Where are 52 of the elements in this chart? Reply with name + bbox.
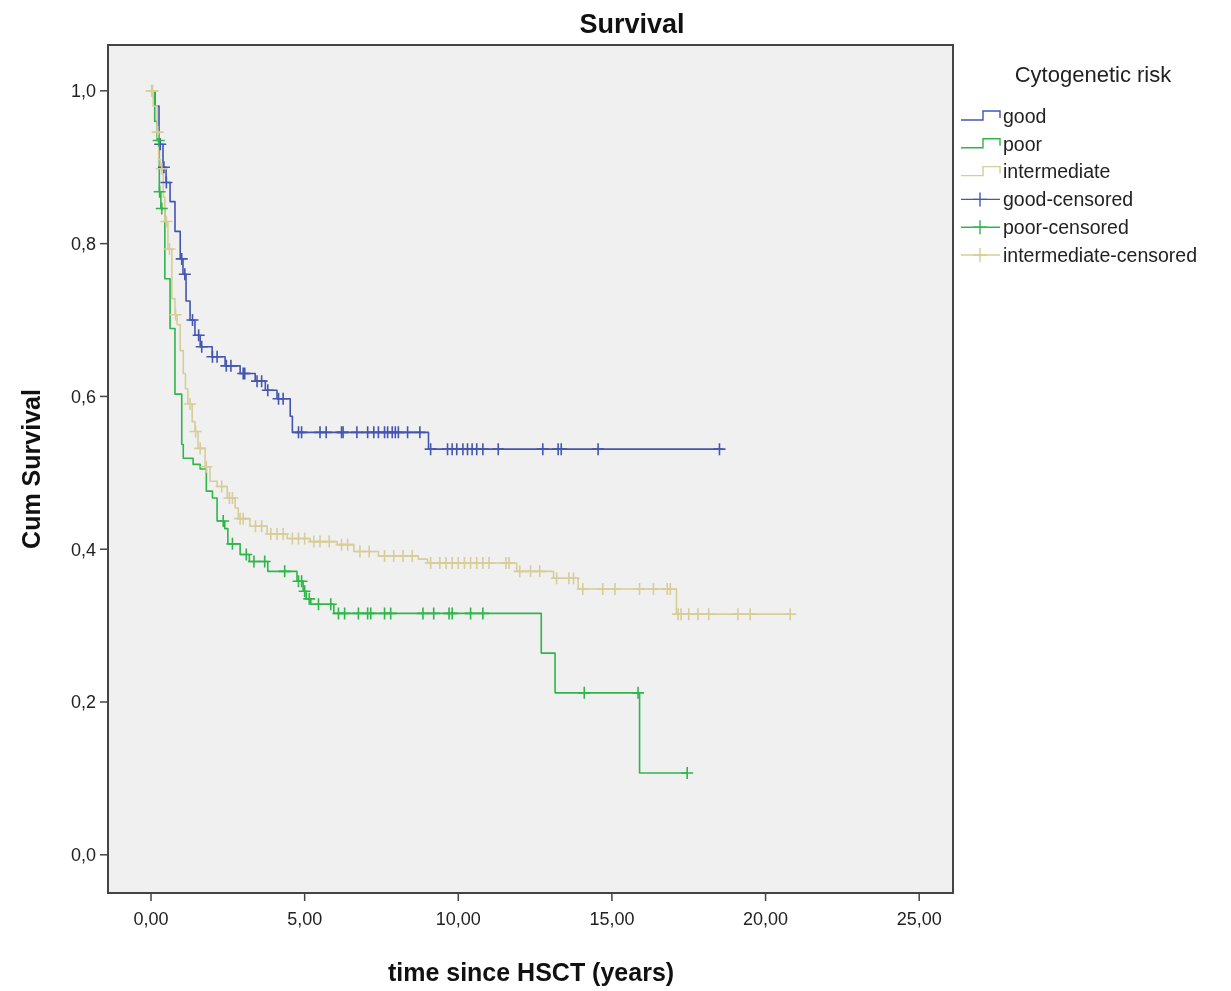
x-tick-label: 10,00 [435, 909, 481, 929]
x-tick-label: 20,00 [743, 909, 789, 929]
point [185, 313, 200, 327]
point [153, 137, 168, 152]
point [383, 606, 398, 621]
point [400, 425, 415, 440]
point [225, 537, 240, 551]
point [350, 425, 364, 440]
point [191, 328, 206, 343]
y-tick-label: 0,4 [70, 539, 96, 560]
legend-label: poor [1003, 132, 1043, 155]
point [174, 252, 189, 266]
point [426, 606, 441, 621]
point [413, 425, 427, 440]
point [680, 766, 695, 780]
legend-label: good [1003, 104, 1047, 127]
point [152, 184, 167, 199]
y-tick-label: 0,6 [70, 386, 96, 407]
point [712, 442, 727, 456]
x-tick-label: 15,00 [589, 909, 635, 929]
point [277, 564, 292, 579]
x-tick-label: 0,00 [133, 909, 169, 929]
point [577, 686, 592, 700]
point [463, 606, 478, 621]
point [319, 425, 333, 440]
x-axis-title: time since HSCT (years) [387, 958, 675, 986]
point [178, 267, 192, 281]
y-tick-label: 0,2 [70, 692, 96, 713]
point [159, 175, 174, 190]
point [476, 606, 490, 621]
point [151, 133, 166, 148]
y-axis-title: Cum Survival [17, 389, 45, 549]
point [423, 442, 438, 456]
x-tick-label: 25,00 [896, 909, 942, 929]
legend-title: Cytogenetic risk [1014, 62, 1173, 87]
legend-label: good-censored [1003, 188, 1134, 211]
y-tick-label: 0,0 [70, 845, 96, 866]
y-tick-label: 1,0 [70, 81, 96, 102]
legend-label: intermediate-censored [1003, 243, 1198, 266]
point [194, 339, 209, 354]
legend-label: poor-censored [1003, 216, 1129, 239]
point [491, 442, 506, 456]
point [416, 606, 430, 621]
legend-label: intermediate [1003, 160, 1111, 183]
point [154, 201, 169, 216]
y-tick-label: 0,8 [70, 233, 96, 254]
x-tick-label: 5,00 [287, 909, 323, 929]
point [631, 686, 645, 700]
point [337, 606, 352, 621]
point [216, 514, 231, 528]
chart-title: Survival [579, 9, 685, 39]
point [257, 554, 272, 569]
